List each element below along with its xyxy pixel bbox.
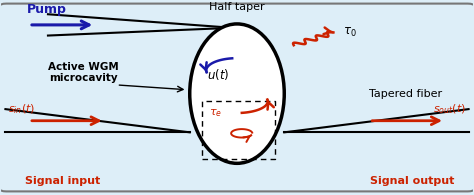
Bar — [201, 101, 275, 160]
Text: $\tau_e$: $\tau_e$ — [209, 107, 222, 119]
Text: Signal output: Signal output — [370, 176, 454, 186]
Text: Active WGM
microcavity: Active WGM microcavity — [48, 62, 119, 83]
Text: Signal input: Signal input — [25, 176, 100, 186]
Text: $\tau_0$: $\tau_0$ — [343, 26, 356, 39]
Text: $s_{in}(t)$: $s_{in}(t)$ — [8, 102, 35, 116]
Text: Half taper: Half taper — [209, 3, 265, 12]
Text: $s_{out}(t)$: $s_{out}(t)$ — [433, 102, 466, 116]
Text: $u(t)$: $u(t)$ — [207, 67, 229, 82]
FancyBboxPatch shape — [0, 4, 474, 191]
Text: Pump: Pump — [27, 3, 66, 16]
Ellipse shape — [190, 24, 284, 163]
Text: Tapered fiber: Tapered fiber — [369, 89, 442, 99]
